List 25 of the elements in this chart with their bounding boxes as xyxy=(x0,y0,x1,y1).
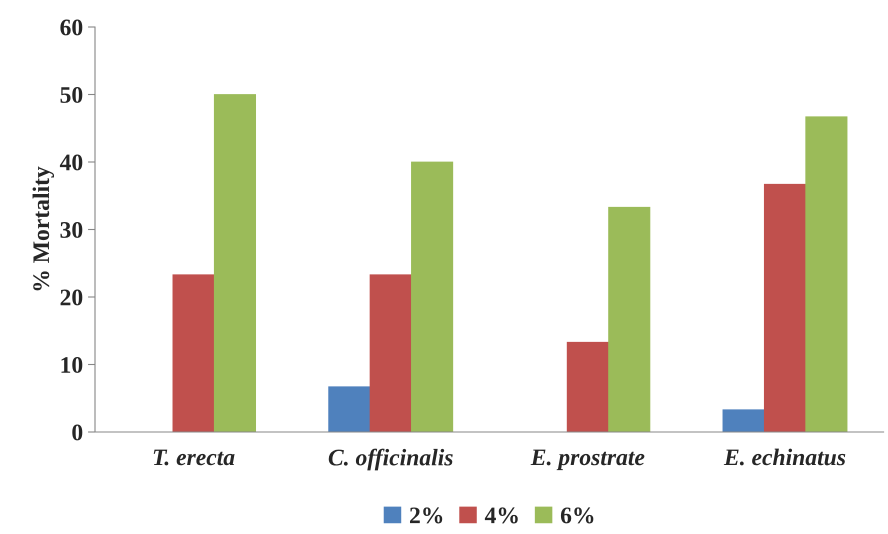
x-tick-label: T. erecta xyxy=(154,450,235,466)
bar xyxy=(411,162,454,432)
y-tick-label: 10 xyxy=(61,356,82,373)
bar xyxy=(764,184,806,432)
bar xyxy=(722,409,765,432)
bar xyxy=(172,274,215,432)
y-tick-label: 30 xyxy=(60,222,82,238)
y-tick-label: 40 xyxy=(60,154,82,170)
bar xyxy=(370,274,412,432)
bar xyxy=(214,94,256,432)
legend-label: 4% xyxy=(484,507,518,524)
y-tick-label: 60 xyxy=(60,19,82,36)
x-tick-label: E. echinatus xyxy=(724,448,846,466)
y-tick-label: 20 xyxy=(60,289,82,306)
y-axis-title: % Mortality xyxy=(32,166,54,290)
x-tick-label: C. officinalis xyxy=(328,448,453,470)
bar xyxy=(328,386,370,432)
y-tick-label: 0 xyxy=(72,424,82,440)
legend-label: 6% xyxy=(560,507,594,524)
legend-label: 2% xyxy=(410,507,442,524)
bar xyxy=(608,206,650,432)
bar xyxy=(805,116,848,432)
y-tick-label: 50 xyxy=(60,86,82,103)
bar xyxy=(566,342,609,432)
x-tick-label: E. prostrate xyxy=(530,450,644,470)
